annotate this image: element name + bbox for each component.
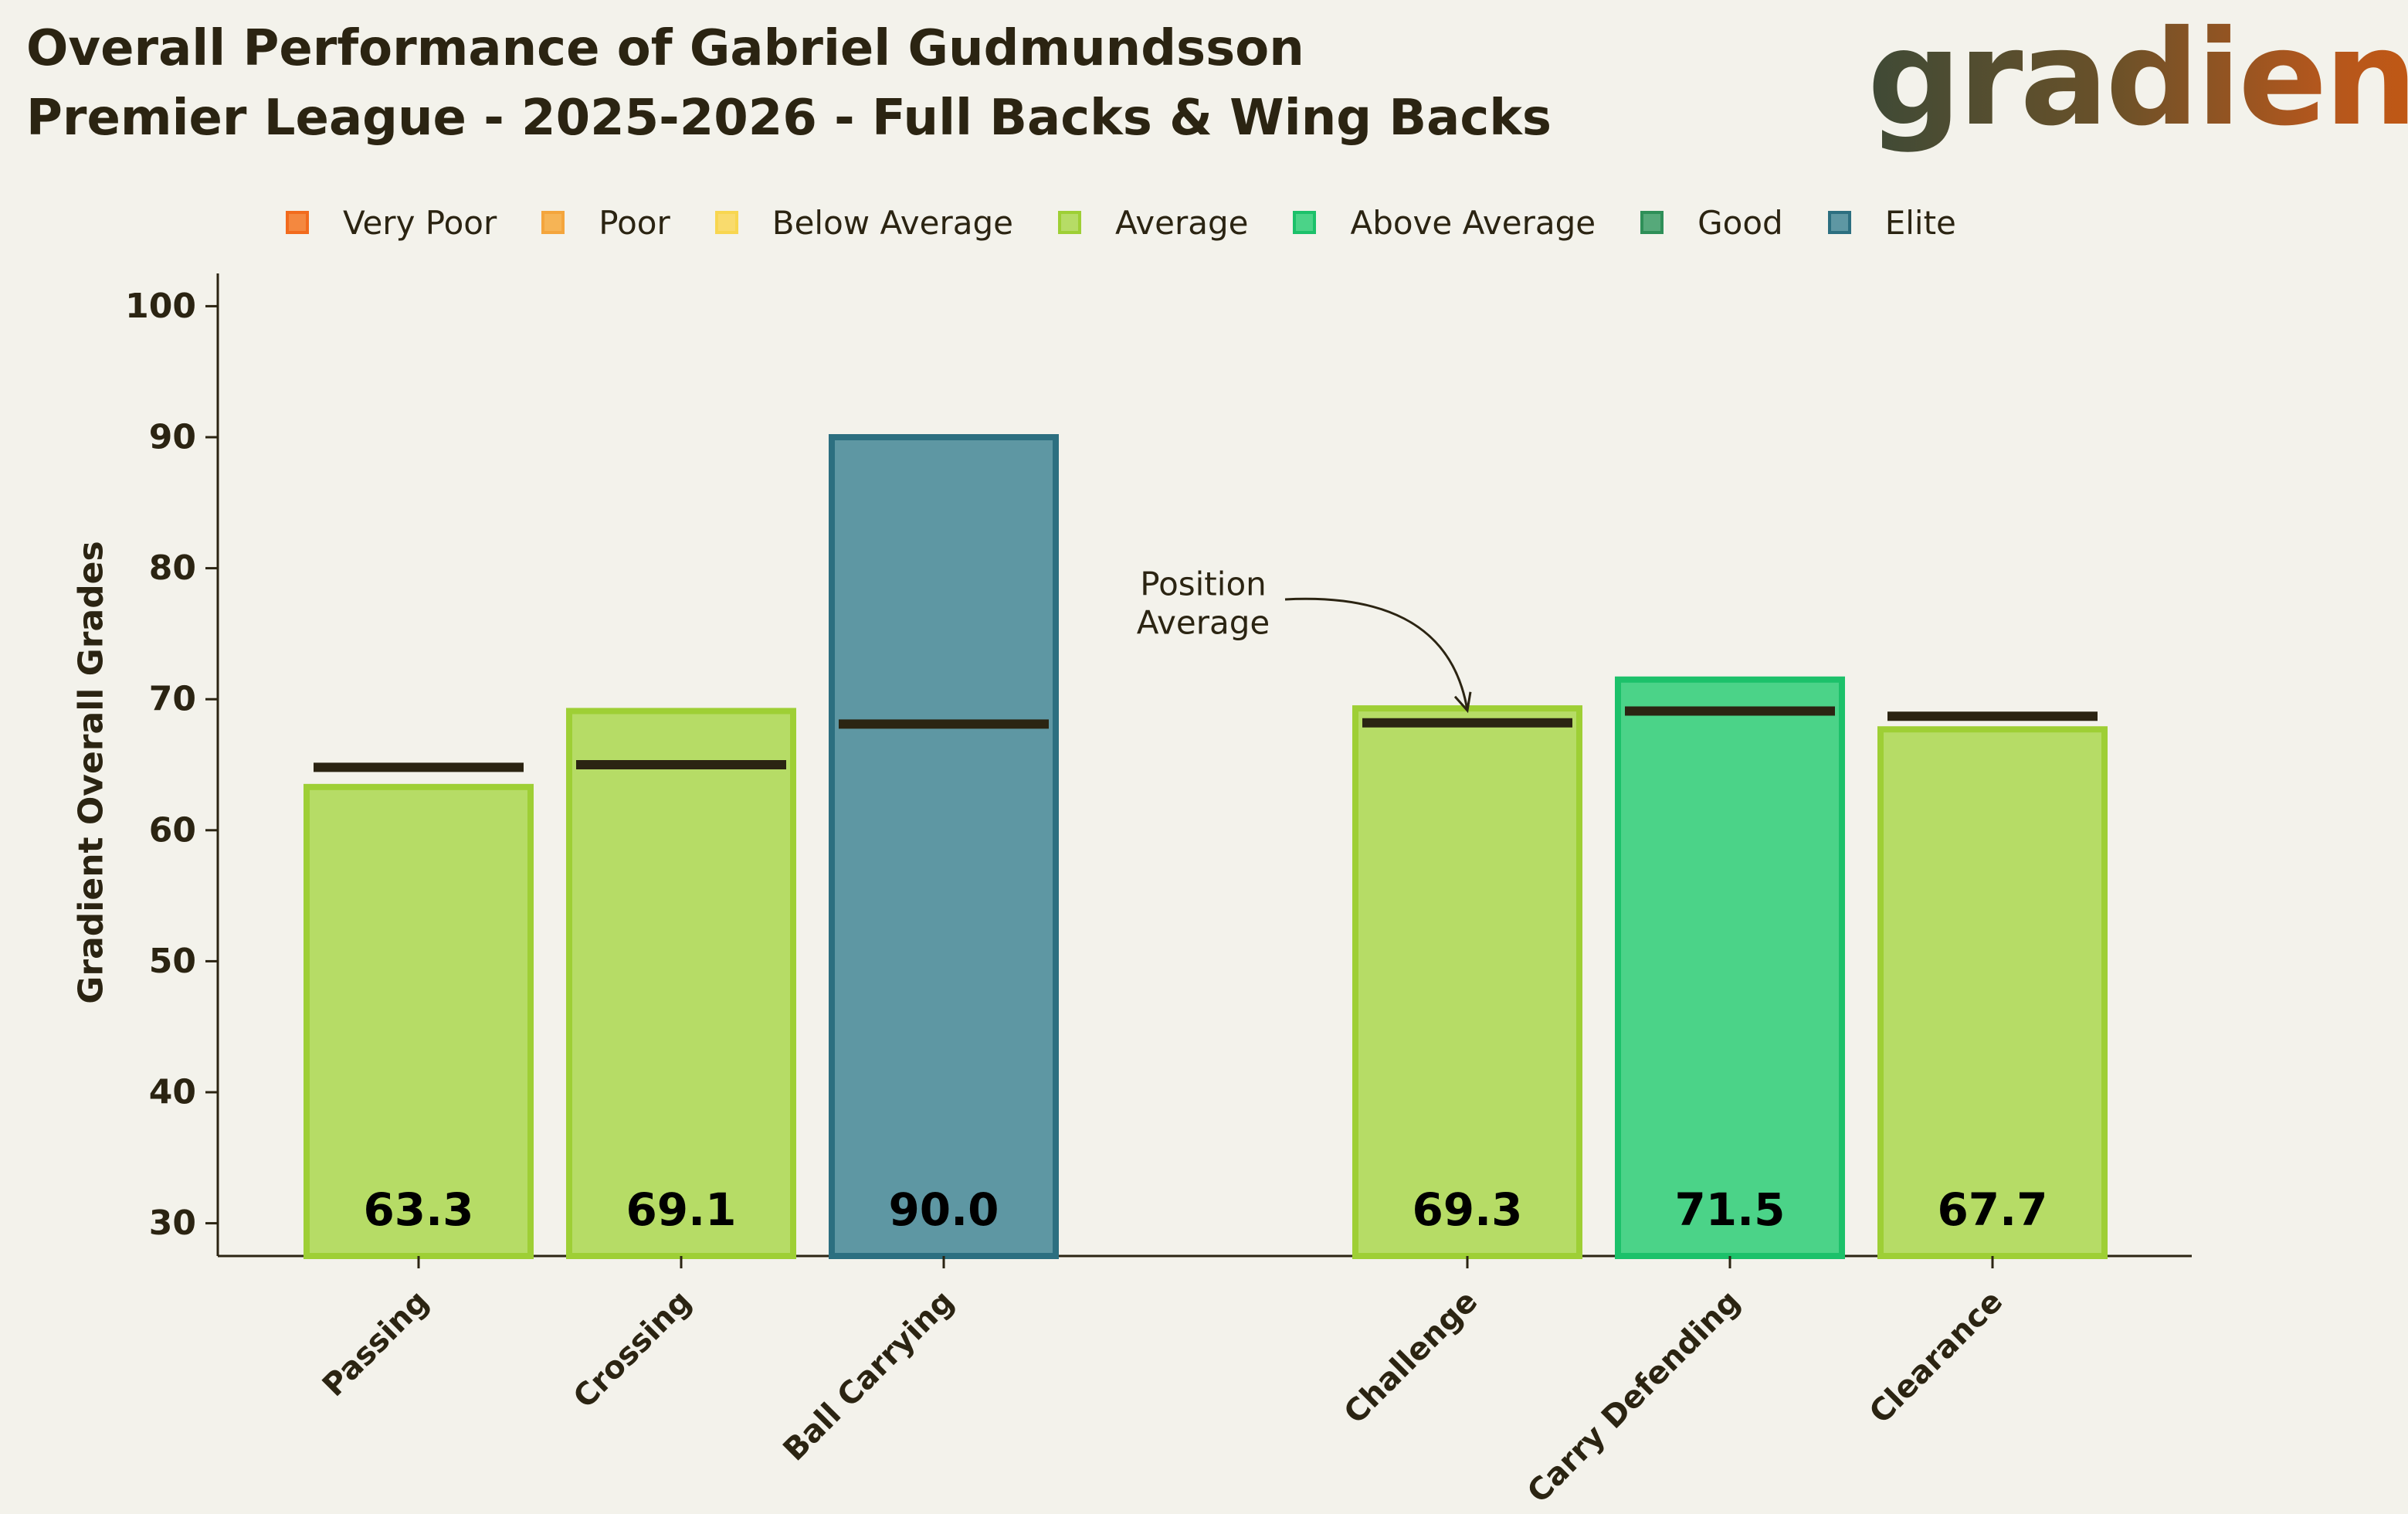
legend-label: Above Average <box>1350 203 1596 242</box>
x-tick-label: Clearance <box>1863 1284 2009 1431</box>
legend: Very Poor Poor Below Average Average Above A… <box>286 199 1956 246</box>
logo-text: gradient <box>1867 2 2408 155</box>
y-tick-label: 30 <box>149 1203 196 1243</box>
annotation-arrow <box>1284 597 1469 711</box>
legend-label: Average <box>1114 203 1249 242</box>
bar <box>1877 726 2108 1259</box>
legend-swatch <box>1827 211 1851 234</box>
title-line-2: Premier League - 2025-2026 - Full Backs … <box>26 90 1552 147</box>
x-tick-label: Challenge <box>1338 1284 1485 1431</box>
legend-label: Good <box>1697 203 1783 242</box>
legend-item: Very Poor <box>286 204 497 242</box>
legend-swatch <box>286 211 309 234</box>
y-tick-label: 80 <box>149 548 196 588</box>
x-tick-label: Ball Carrying <box>777 1284 962 1468</box>
bar <box>829 434 1059 1259</box>
legend-item: Above Average <box>1293 204 1596 242</box>
legend-item: Below Average <box>714 203 1013 242</box>
legend-swatch <box>714 211 738 234</box>
bar-value-label: 69.1 <box>626 1183 736 1236</box>
title-line-1: Overall Performance of Gabriel Gudmundss… <box>26 20 1304 77</box>
x-tick-label: Crossing <box>567 1284 698 1415</box>
brand-logo: gradient <box>1867 2 2408 156</box>
y-tick-label: 40 <box>149 1073 196 1112</box>
legend-item: Average <box>1057 203 1249 242</box>
bar-value-label: 69.3 <box>1412 1183 1522 1236</box>
y-tick-label: 100 <box>125 287 196 326</box>
bar <box>1615 676 1845 1259</box>
legend-swatch <box>541 211 565 234</box>
bar-value-label: 71.5 <box>1674 1183 1785 1236</box>
x-tick-label: Passing <box>316 1284 436 1404</box>
bar <box>566 708 796 1259</box>
annotation-line-1: Position <box>1140 565 1267 603</box>
y-tick-label: 90 <box>149 418 196 457</box>
legend-item: Good <box>1640 204 1783 242</box>
x-tick-label: Carry Defending <box>1521 1284 1747 1510</box>
bar-value-label: 67.7 <box>1937 1183 2047 1236</box>
legend-label: Poor <box>599 203 670 242</box>
legend-item: Elite <box>1827 203 1956 242</box>
legend-swatch <box>1057 211 1081 234</box>
chart-title: Overall Performance of Gabriel Gudmundss… <box>26 14 1552 153</box>
annotation-arrowhead <box>1453 691 1472 714</box>
bar <box>1352 705 1582 1259</box>
legend-swatch <box>1293 211 1317 234</box>
bar-value-label: 90.0 <box>888 1183 999 1236</box>
legend-label: Very Poor <box>343 203 497 242</box>
legend-swatch <box>1640 211 1664 234</box>
legend-item: Poor <box>541 204 670 242</box>
y-axis-label: Gradient Overall Grades <box>72 541 111 1003</box>
annotation-line-2: Average <box>1137 604 1270 642</box>
y-tick-label: 70 <box>149 680 196 719</box>
legend-label: Below Average <box>772 203 1013 242</box>
y-tick-label: 60 <box>149 810 196 850</box>
bar-value-label: 63.3 <box>363 1183 473 1236</box>
y-tick-label: 50 <box>149 942 196 981</box>
legend-label: Elite <box>1884 203 1956 242</box>
